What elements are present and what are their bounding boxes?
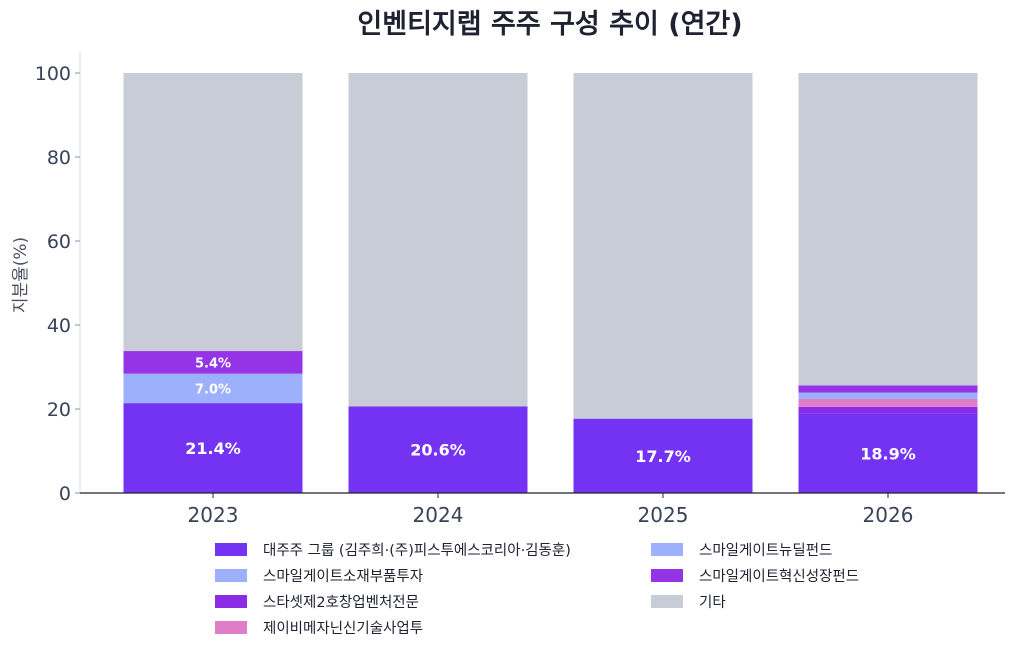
y-axis-label: 지분율(%) (11, 237, 31, 313)
y-tick-label: 40 (47, 315, 71, 337)
bar-segment (123, 351, 303, 374)
legend-label: 기타 (699, 594, 726, 611)
bar-segment (123, 373, 303, 404)
legend-item: 스마일게이트혁신성장펀드 (651, 564, 859, 586)
legend-label: 제이비메자닌신기술사업투 (263, 620, 424, 637)
x-tick-label: 2024 (413, 503, 464, 527)
bar-segment (573, 418, 753, 493)
y-tick-label: 80 (47, 147, 71, 169)
legend-swatch (651, 594, 683, 608)
bar-segment (798, 392, 978, 399)
bar-segment (798, 406, 978, 414)
legend-item: 스타셋제2호창업벤처전문 (215, 590, 419, 612)
legend-swatch (651, 542, 683, 556)
bar-segment (573, 73, 753, 419)
y-tick-label: 100 (35, 63, 71, 85)
bar-segment (348, 73, 528, 407)
data-label: 18.9% (860, 444, 916, 463)
bar-segment (123, 403, 303, 493)
chart-title: 인벤티지랩 주주 구성 추이 (연간) (357, 9, 742, 40)
legend-label: 스마일게이트혁신성장펀드 (699, 568, 860, 585)
legend-label: 스마일게이트뉴딜펀드 (699, 542, 833, 559)
x-tick-label: 2023 (188, 503, 239, 527)
legend-swatch (651, 568, 683, 582)
legend-label: 스타셋제2호창업벤처전문 (263, 594, 419, 611)
x-axis: 2023 2024 2025 2026 (80, 492, 1005, 527)
legend-swatch (215, 542, 247, 556)
bars-group (123, 73, 978, 493)
y-axis: 0 20 40 60 80 100 (35, 52, 81, 505)
bar-segment (798, 385, 978, 393)
legend-label: 스마일게이트소재부품투자 (263, 568, 424, 585)
bar-segment (348, 406, 528, 493)
x-tick-label: 2026 (863, 503, 914, 527)
legend-swatch (215, 568, 247, 582)
bar-segment (123, 73, 303, 352)
legend-item: 대주주 그룹 (김주희·(주)피스투에스코리아·김동훈) (215, 538, 571, 560)
legend-item: 기타 (651, 590, 726, 612)
legend-item: 스마일게이트소재부품투자 (215, 564, 423, 586)
data-labels: 21.4% 7.0% 5.4% 20.6% 17.7% 18.9% (185, 356, 916, 465)
x-tick-label: 2025 (638, 503, 689, 527)
bar-segment (798, 73, 978, 386)
data-label: 5.4% (195, 356, 231, 371)
legend: 대주주 그룹 (김주희·(주)피스투에스코리아·김동훈) 스마일게이트소재부품투자… (215, 538, 915, 648)
legend-item: 제이비메자닌신기술사업투 (215, 616, 423, 638)
legend-swatch (215, 594, 247, 608)
y-tick-label: 20 (47, 399, 71, 421)
data-label: 17.7% (635, 447, 691, 466)
y-tick-label: 60 (47, 231, 71, 253)
bar-segment (798, 413, 978, 493)
data-label: 21.4% (185, 439, 241, 458)
legend-item: 스마일게이트뉴딜펀드 (651, 538, 832, 560)
data-label: 7.0% (195, 382, 231, 397)
y-tick-label: 0 (59, 483, 71, 505)
legend-label: 대주주 그룹 (김주희·(주)피스투에스코리아·김동훈) (263, 542, 571, 559)
legend-swatch (215, 620, 247, 634)
data-label: 20.6% (410, 441, 466, 460)
bar-segment (798, 398, 978, 407)
